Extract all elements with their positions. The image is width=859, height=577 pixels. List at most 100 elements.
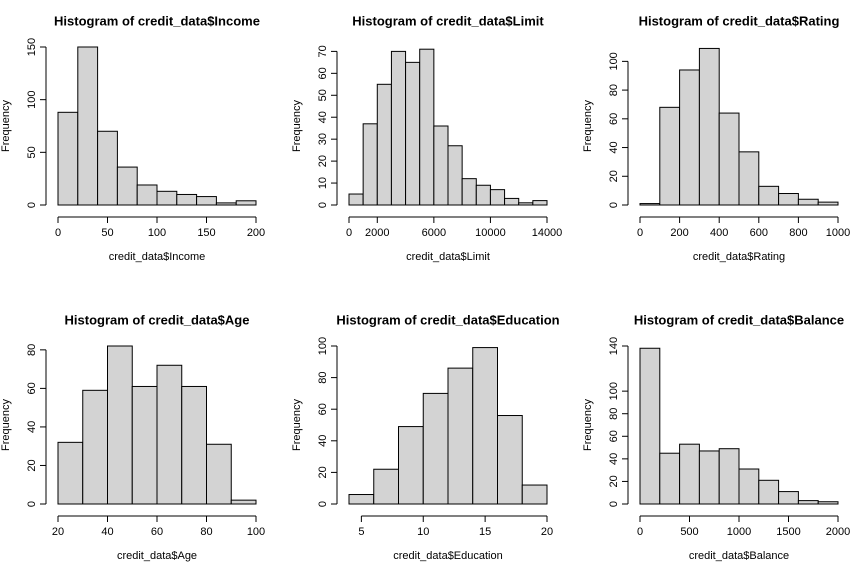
y-tick-label: 40	[317, 435, 329, 447]
bar	[447, 367, 474, 505]
bar	[639, 203, 661, 206]
bar	[362, 123, 378, 206]
y-tick-label: 70	[317, 45, 329, 57]
bar	[758, 479, 780, 505]
y-tick-label: 0	[317, 501, 329, 507]
bar	[797, 500, 819, 505]
bar	[131, 385, 158, 505]
bar	[181, 385, 207, 505]
y-axis-label: Frequency	[582, 399, 594, 451]
y-tick-label: 150	[26, 38, 38, 56]
bar	[348, 494, 375, 505]
y-tick-label: 0	[608, 202, 620, 208]
x-tick-label: 600	[750, 227, 768, 239]
bar	[235, 200, 257, 206]
bar	[376, 83, 392, 206]
bar	[718, 112, 740, 206]
bar	[659, 452, 681, 505]
bar	[718, 448, 740, 505]
chart-title: Histogram of credit_data$Age	[65, 312, 250, 327]
bar	[176, 193, 198, 206]
y-tick-label: 20	[317, 155, 329, 167]
x-tick-label: 6000	[422, 227, 446, 239]
x-tick-label: 0	[637, 227, 643, 239]
x-tick-label: 10000	[475, 227, 506, 239]
x-tick-label: 500	[680, 526, 698, 538]
chart-title: Histogram of credit_data$Balance	[634, 312, 844, 327]
x-axis-label: credit_data$Balance	[689, 550, 789, 562]
bar	[77, 46, 99, 206]
y-tick-label: 40	[317, 111, 329, 123]
bar	[758, 185, 780, 206]
x-tick-label: 10	[417, 526, 429, 538]
bar	[679, 69, 700, 206]
x-tick-label: 400	[710, 227, 728, 239]
x-tick-label: 1000	[727, 526, 751, 538]
x-axis-label: credit_data$Limit	[406, 251, 490, 263]
y-tick-label: 100	[26, 90, 38, 108]
y-tick-label: 60	[317, 67, 329, 79]
bar	[136, 184, 158, 206]
x-axis-label: credit_data$Rating	[693, 251, 785, 263]
bar	[778, 193, 799, 206]
x-tick-label: 1000	[826, 227, 850, 239]
y-tick-label: 100	[608, 382, 620, 400]
bar	[419, 48, 435, 206]
y-tick-label: 60	[317, 403, 329, 415]
y-tick-label: 100	[317, 337, 329, 355]
y-tick-label: 80	[317, 371, 329, 383]
x-tick-label: 15	[479, 526, 491, 538]
x-tick-label: 200	[247, 227, 265, 239]
x-tick-label: 800	[789, 227, 807, 239]
y-tick-label: 50	[317, 89, 329, 101]
y-tick-label: 20	[608, 170, 620, 182]
bar	[797, 198, 819, 206]
y-tick-label: 20	[26, 459, 38, 471]
chart-title: Histogram of credit_data$Rating	[639, 13, 840, 28]
bar	[82, 389, 108, 505]
bar	[196, 196, 217, 206]
y-axis-label: Frequency	[0, 100, 12, 152]
x-tick-label: 200	[670, 227, 688, 239]
bar	[475, 184, 491, 206]
bar	[215, 202, 237, 206]
bar	[778, 491, 799, 505]
y-tick-label: 60	[608, 113, 620, 125]
chart-title: Histogram of credit_data$Income	[54, 13, 260, 28]
y-tick-label: 80	[26, 344, 38, 356]
y-axis-label: Frequency	[582, 100, 594, 152]
y-tick-label: 40	[608, 141, 620, 153]
y-tick-label: 0	[317, 202, 329, 208]
x-tick-label: 60	[151, 526, 163, 538]
y-tick-label: 100	[608, 52, 620, 70]
x-tick-label: 1500	[776, 526, 800, 538]
bar	[398, 426, 424, 505]
bar	[698, 450, 720, 505]
bar	[206, 443, 232, 505]
x-tick-label: 100	[148, 227, 166, 239]
bar	[348, 193, 364, 206]
bar	[57, 441, 84, 505]
x-tick-label: 0	[346, 227, 352, 239]
bar	[230, 499, 257, 505]
y-tick-label: 50	[26, 146, 38, 158]
x-tick-label: 150	[197, 227, 215, 239]
bar	[447, 145, 463, 206]
bar	[738, 468, 760, 505]
bar	[518, 202, 534, 206]
x-tick-label: 2000	[365, 227, 389, 239]
bar	[489, 189, 506, 206]
x-tick-label: 20	[541, 526, 553, 538]
chart-title: Histogram of credit_data$Limit	[352, 13, 544, 28]
y-tick-label: 40	[26, 421, 38, 433]
bar	[422, 392, 449, 505]
y-axis-label: Frequency	[291, 399, 303, 451]
y-tick-label: 20	[317, 466, 329, 478]
bar	[57, 111, 79, 206]
bar	[156, 190, 178, 206]
bar	[521, 484, 548, 505]
bar	[433, 125, 449, 206]
y-tick-label: 80	[608, 84, 620, 96]
x-tick-label: 14000	[532, 227, 563, 239]
